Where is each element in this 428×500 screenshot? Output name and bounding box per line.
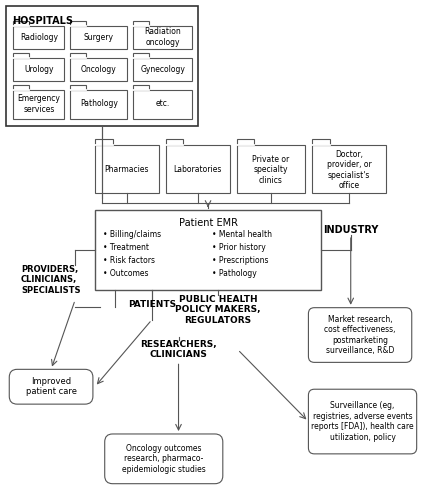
Bar xyxy=(166,144,230,194)
Bar xyxy=(13,85,29,90)
Bar xyxy=(70,53,86,58)
Bar xyxy=(133,85,149,90)
Bar xyxy=(70,26,128,49)
Text: RESEARCHERS,
CLINICIANS: RESEARCHERS, CLINICIANS xyxy=(140,340,217,359)
Text: Gynecology: Gynecology xyxy=(140,64,185,74)
Bar xyxy=(133,53,149,58)
Text: Radiology: Radiology xyxy=(20,32,58,42)
Text: • Prescriptions: • Prescriptions xyxy=(212,256,268,265)
Text: INDUSTRY: INDUSTRY xyxy=(323,225,378,235)
Text: • Treatment: • Treatment xyxy=(103,243,149,252)
Bar xyxy=(166,138,184,144)
Text: Surveillance (eg,
registries, adverse events
reports [FDA]), health care
utiliza: Surveillance (eg, registries, adverse ev… xyxy=(311,402,414,442)
Text: PROVIDERS,
CLINICIANS,
SPECIALISTS: PROVIDERS, CLINICIANS, SPECIALISTS xyxy=(21,265,80,294)
Text: Improved
patient care: Improved patient care xyxy=(26,377,77,396)
Text: etc.: etc. xyxy=(156,100,170,108)
Text: Pathology: Pathology xyxy=(80,100,118,108)
Text: Oncology outcomes
research, pharmaco-
epidemiologic studies: Oncology outcomes research, pharmaco- ep… xyxy=(122,444,205,474)
Bar xyxy=(133,26,192,49)
Text: • Billing/claims: • Billing/claims xyxy=(103,230,161,239)
Bar xyxy=(70,85,86,90)
Text: • Mental health: • Mental health xyxy=(212,230,272,239)
Bar xyxy=(13,22,29,26)
Bar xyxy=(95,138,113,144)
Text: Market research,
cost effectiveness,
postmarketing
surveillance, R&D: Market research, cost effectiveness, pos… xyxy=(324,315,396,355)
Text: PUBLIC HEALTH
POLICY MAKERS,
REGULATORS: PUBLIC HEALTH POLICY MAKERS, REGULATORS xyxy=(175,294,261,324)
Text: Oncology: Oncology xyxy=(81,64,117,74)
Bar xyxy=(70,58,128,81)
Bar xyxy=(312,138,330,144)
Text: • Prior history: • Prior history xyxy=(212,243,266,252)
Text: HOSPITALS: HOSPITALS xyxy=(12,16,73,26)
Text: Doctor,
provider, or
specialist's
office: Doctor, provider, or specialist's office xyxy=(327,150,372,190)
Text: Urology: Urology xyxy=(24,64,54,74)
Bar xyxy=(70,22,86,26)
Bar xyxy=(237,144,306,194)
Bar xyxy=(13,90,64,118)
Bar xyxy=(95,210,321,290)
Bar xyxy=(6,6,198,126)
Text: Surgery: Surgery xyxy=(84,32,114,42)
Bar xyxy=(13,58,64,81)
Text: • Risk factors: • Risk factors xyxy=(103,256,155,265)
Bar xyxy=(133,90,192,118)
Bar xyxy=(13,53,29,58)
Text: • Outcomes: • Outcomes xyxy=(103,269,148,278)
Text: Radiation
oncology: Radiation oncology xyxy=(144,28,181,47)
Bar xyxy=(133,22,149,26)
Text: Patient EMR: Patient EMR xyxy=(178,218,238,228)
Bar xyxy=(237,138,254,144)
Bar xyxy=(133,58,192,81)
Bar xyxy=(95,144,159,194)
Text: Private or
specialty
clinics: Private or specialty clinics xyxy=(253,155,290,185)
Bar xyxy=(312,144,386,194)
Bar xyxy=(70,90,128,118)
Text: Emergency
services: Emergency services xyxy=(18,94,60,114)
Bar xyxy=(13,26,64,49)
Text: PATIENTS: PATIENTS xyxy=(128,300,176,308)
Text: Pharmacies: Pharmacies xyxy=(104,166,149,174)
Text: • Pathology: • Pathology xyxy=(212,269,257,278)
Text: Laboratories: Laboratories xyxy=(173,166,222,174)
